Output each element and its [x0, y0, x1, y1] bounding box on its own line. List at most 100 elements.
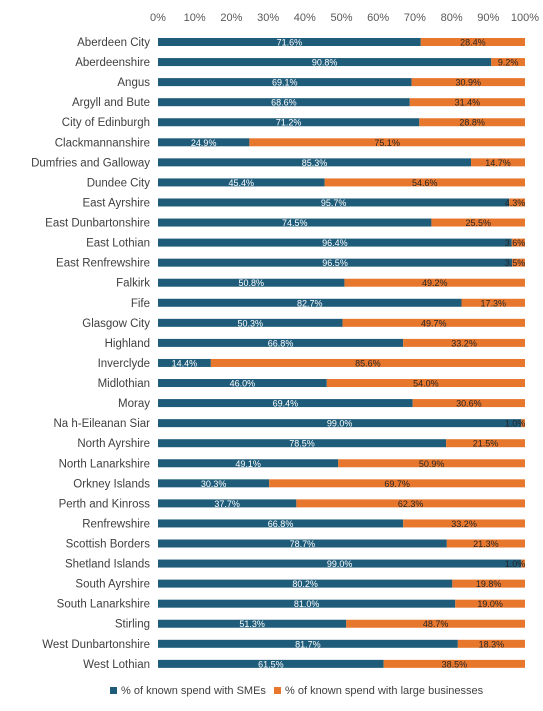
data-label-sme: 90.8% [312, 58, 338, 68]
data-label-large-business: 19.0% [477, 599, 503, 609]
bar-sme [158, 258, 513, 267]
bar-sme [158, 198, 510, 207]
bar-large-business [419, 118, 525, 127]
data-label-sme: 96.5% [322, 258, 348, 268]
data-label-large-business: 30.6% [456, 399, 482, 409]
category-label: East Lothian [86, 238, 150, 250]
data-label-large-business: 14.7% [485, 158, 511, 168]
data-label-sme: 37.7% [214, 499, 240, 509]
bar-sme [158, 439, 447, 448]
data-label-large-business: 31.4% [455, 98, 481, 108]
bar-large-business [338, 459, 525, 468]
data-label-large-business: 30.9% [456, 78, 482, 88]
data-label-sme: 85.3% [302, 158, 328, 168]
data-label-large-business: 49.2% [422, 278, 448, 288]
x-tick-label: 100% [511, 12, 539, 24]
bar-sme [158, 419, 522, 428]
data-label-large-business: 38.5% [442, 659, 468, 669]
data-label-sme: 49.1% [235, 459, 261, 469]
data-label-large-business: 21.3% [473, 539, 499, 549]
bar-large-business [420, 38, 525, 46]
bar-sme [158, 399, 413, 408]
category-label: Shetland Islands [65, 559, 150, 571]
bar-large-business [326, 379, 525, 388]
data-label-sme: 99.0% [327, 419, 353, 429]
bar-sme [158, 178, 325, 187]
category-label: West Dunbartonshire [42, 639, 150, 651]
bar-sme [158, 338, 404, 347]
bar-sme [158, 58, 492, 67]
data-label-sme: 68.6% [271, 98, 297, 108]
bar-sme [158, 98, 410, 107]
bar-large-business [342, 318, 525, 327]
data-label-sme: 82.7% [297, 298, 323, 308]
data-label-sme: 46.0% [230, 379, 256, 389]
bar-large-business [446, 439, 525, 448]
data-label-sme: 45.4% [229, 178, 255, 188]
category-label: North Ayrshire [77, 438, 150, 450]
bar-sme [158, 559, 522, 568]
bar-large-business [521, 559, 525, 568]
bar-sme [158, 619, 347, 628]
x-tick-label: 30% [257, 12, 279, 24]
data-label-large-business: 3.6% [505, 238, 526, 248]
bar-sme [158, 459, 339, 468]
category-label: Midlothian [98, 378, 150, 390]
bar-large-business [471, 158, 525, 167]
data-label-large-business: 17.3% [480, 298, 506, 308]
data-label-sme: 61.5% [258, 659, 284, 669]
category-label: Fife [131, 298, 150, 310]
category-label: Moray [118, 398, 150, 410]
x-tick-label: 50% [330, 12, 352, 24]
category-label: Na h-Eileanan Siar [53, 418, 150, 430]
category-label: Renfrewshire [82, 518, 150, 530]
category-label: East Renfrewshire [56, 258, 150, 270]
bar-large-business [521, 419, 525, 428]
legend: % of known spend with SMEs % of known spe… [110, 685, 484, 697]
data-label-sme: 50.8% [238, 278, 264, 288]
bar-sme [158, 358, 211, 367]
category-label: North Lanarkshire [59, 458, 150, 470]
data-label-large-business: 9.2% [498, 58, 519, 68]
bar-sme [158, 238, 512, 247]
bar-sme [158, 379, 327, 388]
bar-sme [158, 599, 456, 608]
bar-sme [158, 78, 412, 87]
bar-sme [158, 278, 345, 287]
data-label-large-business: 19.8% [476, 579, 502, 589]
bar-large-business [403, 519, 525, 528]
bar-large-business [346, 619, 525, 628]
data-label-sme: 69.4% [273, 399, 299, 409]
data-label-sme: 99.0% [327, 559, 353, 569]
category-label: Dumfries and Galloway [31, 157, 150, 169]
data-label-large-business: 28.8% [459, 118, 485, 128]
data-label-large-business: 50.9% [419, 459, 445, 469]
category-label: Perth and Kinross [59, 498, 151, 510]
data-label-large-business: 3.5% [505, 258, 526, 268]
category-label: Highland [105, 338, 150, 350]
bar-large-business [512, 258, 525, 267]
data-label-sme: 24.9% [191, 138, 217, 148]
data-label-sme: 30.3% [201, 479, 227, 489]
legend-swatch-sme [110, 687, 117, 694]
category-label: Falkirk [116, 278, 150, 290]
bars [158, 38, 525, 668]
x-tick-label: 10% [184, 12, 206, 24]
x-tick-label: 40% [294, 12, 316, 24]
bar-sme [158, 38, 421, 46]
bar-large-business [409, 98, 525, 107]
bar-large-business [457, 639, 525, 648]
data-label-large-business: 18.3% [479, 639, 505, 649]
category-labels: Aberdeen City Aberdeenshire Angus Argyll an… [31, 37, 150, 671]
data-label-large-business: 33.2% [451, 519, 477, 529]
data-label-large-business: 4.3% [505, 198, 526, 208]
data-label-sme: 51.3% [239, 619, 265, 629]
x-tick-label: 70% [404, 12, 426, 24]
category-label: East Dunbartonshire [45, 218, 150, 230]
bar-large-business [452, 579, 525, 588]
bar-large-business [249, 138, 525, 147]
bar-large-business [511, 238, 525, 247]
bar-large-business [491, 58, 525, 67]
data-label-large-business: 75.1% [374, 138, 400, 148]
